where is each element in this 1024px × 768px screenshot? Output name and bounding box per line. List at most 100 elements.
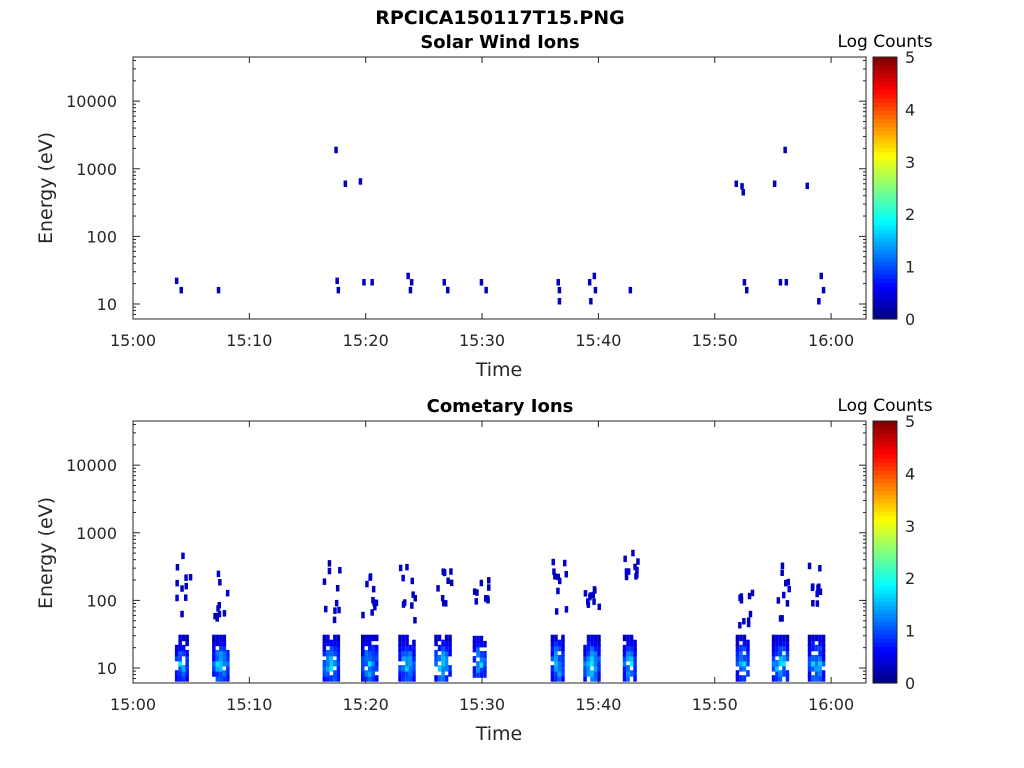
y-tick-label: 10 [97, 659, 117, 678]
heatmap-cell [401, 639, 406, 647]
heatmap-cell [735, 644, 740, 652]
heatmap-cell [335, 585, 340, 592]
heatmap-cell [557, 665, 562, 672]
heatmap-cell [771, 675, 776, 682]
heatmap-cell [436, 585, 440, 592]
heatmap-cell [175, 579, 179, 587]
heatmap-cell [557, 298, 562, 305]
heatmap-cell [322, 670, 327, 677]
heatmap-cell [785, 654, 790, 662]
heatmap-cell [368, 634, 372, 642]
colorbar-segment [873, 167, 897, 173]
y-tick-label: 10 [97, 295, 117, 314]
heatmap-cell [374, 599, 379, 607]
heatmap-cell [368, 675, 372, 682]
x-tick-label: 15:00 [110, 331, 156, 350]
colorbar-tick-label: 3 [905, 517, 915, 536]
colorbar-segment [873, 110, 897, 115]
colorbar-segment [873, 118, 897, 124]
heatmap-cell [217, 610, 222, 618]
heatmap-cell [592, 598, 596, 605]
heatmap-cell [476, 661, 480, 668]
heatmap-cell [218, 579, 222, 586]
heatmap-cell [448, 665, 452, 672]
heatmap-cell [593, 654, 598, 662]
heatmap-cell [368, 644, 372, 652]
heatmap-cell [807, 665, 812, 672]
heatmap-cell [483, 666, 487, 673]
heatmap-cell [175, 594, 179, 602]
heatmap-cell [472, 656, 477, 663]
heatmap-cell [821, 634, 826, 642]
heatmap-cell [185, 634, 189, 642]
heatmap-cell [375, 665, 379, 672]
colorbar-tick-label: 3 [905, 153, 915, 172]
heatmap-cell [219, 649, 223, 657]
heatmap-cell [586, 660, 591, 667]
heatmap-cell [215, 670, 220, 677]
heatmap-cell [818, 639, 822, 647]
heatmap-cell [219, 644, 223, 652]
heatmap-cell [778, 649, 783, 657]
colorbar-segment [873, 253, 897, 259]
colorbar-segment [873, 629, 897, 635]
heatmap-cell [437, 654, 442, 662]
heatmap-cell [375, 675, 379, 682]
heatmap-cell [814, 660, 819, 667]
heatmap-cell [440, 595, 445, 602]
colorbar-segment [873, 433, 897, 438]
heatmap-cell [778, 675, 783, 682]
heatmap-cell [818, 660, 822, 667]
heatmap-cell [814, 670, 819, 677]
heatmap-cell [623, 555, 627, 563]
heatmap-cell [226, 675, 230, 682]
heatmap-cell [479, 635, 484, 643]
heatmap-cell [368, 639, 372, 647]
heatmap-cell [554, 649, 558, 657]
heatmap-cell [181, 649, 186, 657]
heatmap-cell [626, 675, 630, 682]
heatmap-cell [564, 571, 568, 578]
y-tick-label: 1000 [76, 524, 117, 543]
heatmap-cell [327, 560, 332, 567]
heatmap-cell [746, 617, 751, 624]
heatmap-cell [735, 670, 740, 677]
colorbar-segment [873, 470, 897, 475]
colorbar-segment [873, 106, 897, 111]
heatmap-cell [633, 670, 637, 677]
heatmap-cell [554, 644, 558, 652]
heatmap-cell [556, 587, 560, 595]
heatmap-cell [629, 639, 634, 647]
heatmap-cell [583, 670, 587, 677]
colorbar-segment [873, 179, 897, 185]
heatmap-cell [590, 639, 594, 647]
colorbar-segment [873, 515, 897, 520]
heatmap-cell [175, 564, 180, 571]
heatmap-cell [181, 670, 186, 677]
heatmap-cell [329, 644, 334, 652]
heatmap-cell [633, 639, 637, 647]
heatmap-cell [216, 570, 221, 578]
heatmap-cell [742, 675, 747, 682]
heatmap-cell [474, 598, 478, 605]
heatmap-cell [557, 644, 562, 652]
heatmap-cell [735, 660, 740, 667]
heatmap-cell [212, 660, 216, 667]
colorbar-segment [873, 314, 897, 320]
colorbar-segment [873, 294, 897, 300]
heatmap-cell [326, 649, 330, 657]
heatmap-cell [771, 654, 776, 662]
colorbar-segment [873, 175, 897, 181]
heatmap-cell [597, 639, 601, 647]
heatmap-cell [375, 660, 379, 667]
heatmap-cell [626, 670, 630, 677]
heatmap-cell [222, 654, 227, 662]
colorbar-frame [872, 420, 898, 684]
heatmap-cell [178, 634, 182, 642]
heatmap-cell [556, 279, 560, 286]
heatmap-cell [476, 671, 480, 678]
colorbar-segment [873, 302, 897, 308]
colorbar-segment [873, 233, 897, 238]
heatmap-cell [784, 279, 789, 286]
heatmap-cell [814, 665, 819, 672]
